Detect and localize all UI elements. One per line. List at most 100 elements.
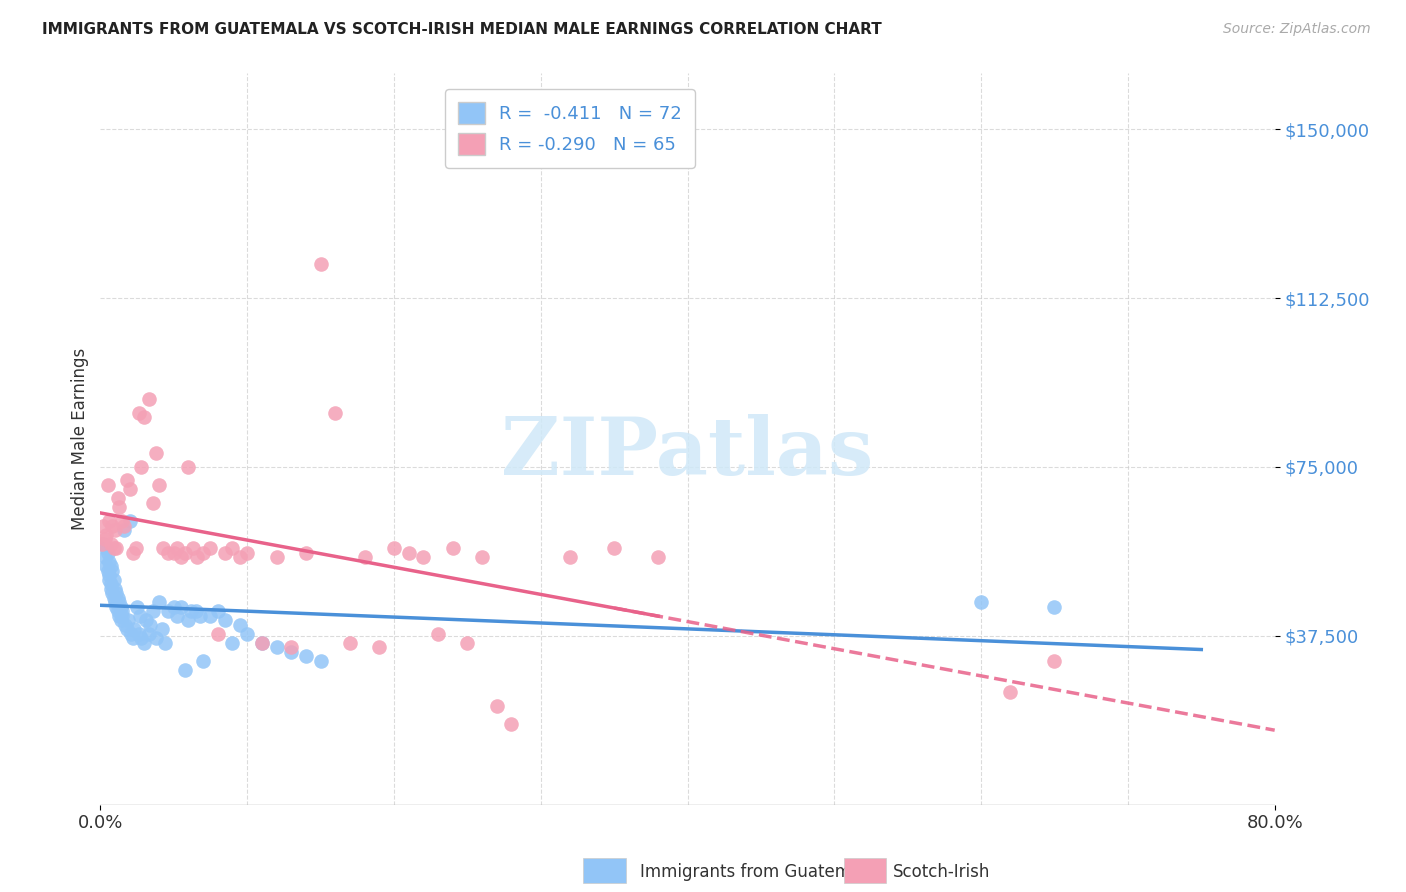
Point	[353, 549, 375, 564]
Point	[103, 591, 125, 605]
Point	[163, 599, 186, 614]
Point	[266, 640, 288, 654]
Y-axis label: Median Male Earnings: Median Male Earnings	[72, 348, 89, 530]
Point	[91, 518, 114, 533]
Legend: R =  -0.411   N = 72, R = -0.290   N = 65: R = -0.411 N = 72, R = -0.290 N = 65	[446, 89, 695, 168]
Point	[96, 527, 118, 541]
Point	[145, 631, 167, 645]
Point	[138, 392, 160, 407]
Text: Scotch-Irish: Scotch-Irish	[893, 863, 990, 881]
Point	[111, 608, 134, 623]
Point	[207, 604, 229, 618]
Point	[128, 406, 150, 420]
Point	[139, 617, 162, 632]
Point	[250, 635, 273, 649]
Point	[180, 604, 202, 618]
Point	[156, 604, 179, 618]
Point	[145, 446, 167, 460]
Point	[295, 649, 318, 664]
Point	[101, 518, 124, 533]
Point	[150, 622, 173, 636]
Point	[181, 541, 204, 555]
Point	[97, 545, 120, 559]
Point	[111, 604, 134, 618]
Point	[647, 549, 669, 564]
Point	[128, 626, 150, 640]
Point	[111, 514, 134, 528]
Point	[280, 644, 302, 658]
Point	[398, 545, 420, 559]
Point	[188, 608, 211, 623]
Point	[135, 613, 157, 627]
Point	[107, 491, 129, 506]
Point	[104, 582, 127, 596]
Point	[309, 257, 332, 271]
Point	[120, 626, 142, 640]
Point	[166, 608, 188, 623]
Point	[118, 483, 141, 497]
Point	[441, 541, 464, 555]
Point	[100, 577, 122, 591]
Point	[108, 595, 131, 609]
Point	[221, 635, 243, 649]
Point	[229, 549, 252, 564]
Point	[1043, 654, 1066, 668]
Point	[125, 599, 148, 614]
Point	[236, 626, 259, 640]
Point	[1043, 599, 1066, 614]
Point	[266, 549, 288, 564]
Point	[200, 608, 222, 623]
Point	[96, 541, 118, 555]
Point	[129, 608, 152, 623]
Point	[309, 654, 332, 668]
Point	[103, 573, 125, 587]
Point	[91, 536, 114, 550]
Point	[115, 474, 138, 488]
Point	[214, 545, 236, 559]
Point	[174, 545, 197, 559]
Point	[221, 541, 243, 555]
Point	[174, 663, 197, 677]
Point	[105, 541, 128, 555]
Point	[134, 410, 156, 425]
Point	[156, 545, 179, 559]
Point	[101, 586, 124, 600]
Point	[138, 626, 160, 640]
Point	[236, 545, 259, 559]
Point	[427, 626, 450, 640]
Point	[339, 635, 361, 649]
Point	[118, 514, 141, 528]
Point	[501, 716, 523, 731]
Point	[186, 549, 208, 564]
Point	[110, 613, 132, 627]
Point	[115, 622, 138, 636]
Point	[1000, 685, 1022, 699]
Point	[104, 523, 127, 537]
Point	[100, 582, 122, 596]
Point	[456, 635, 478, 649]
Point	[148, 478, 170, 492]
Point	[177, 613, 200, 627]
Text: Source: ZipAtlas.com: Source: ZipAtlas.com	[1223, 22, 1371, 37]
Point	[603, 541, 626, 555]
Point	[131, 460, 153, 475]
Point	[104, 595, 127, 609]
Point	[558, 549, 581, 564]
Point	[101, 564, 124, 578]
Point	[170, 599, 193, 614]
Point	[323, 406, 346, 420]
Point	[122, 622, 145, 636]
Point	[184, 604, 207, 618]
Point	[148, 595, 170, 609]
Point	[107, 591, 129, 605]
Point	[124, 541, 146, 555]
Point	[142, 604, 165, 618]
Point	[110, 599, 132, 614]
Point	[103, 541, 125, 555]
Point	[94, 532, 117, 546]
Point	[250, 635, 273, 649]
Point	[191, 654, 214, 668]
Point	[94, 549, 117, 564]
Point	[105, 599, 128, 614]
Point	[97, 564, 120, 578]
